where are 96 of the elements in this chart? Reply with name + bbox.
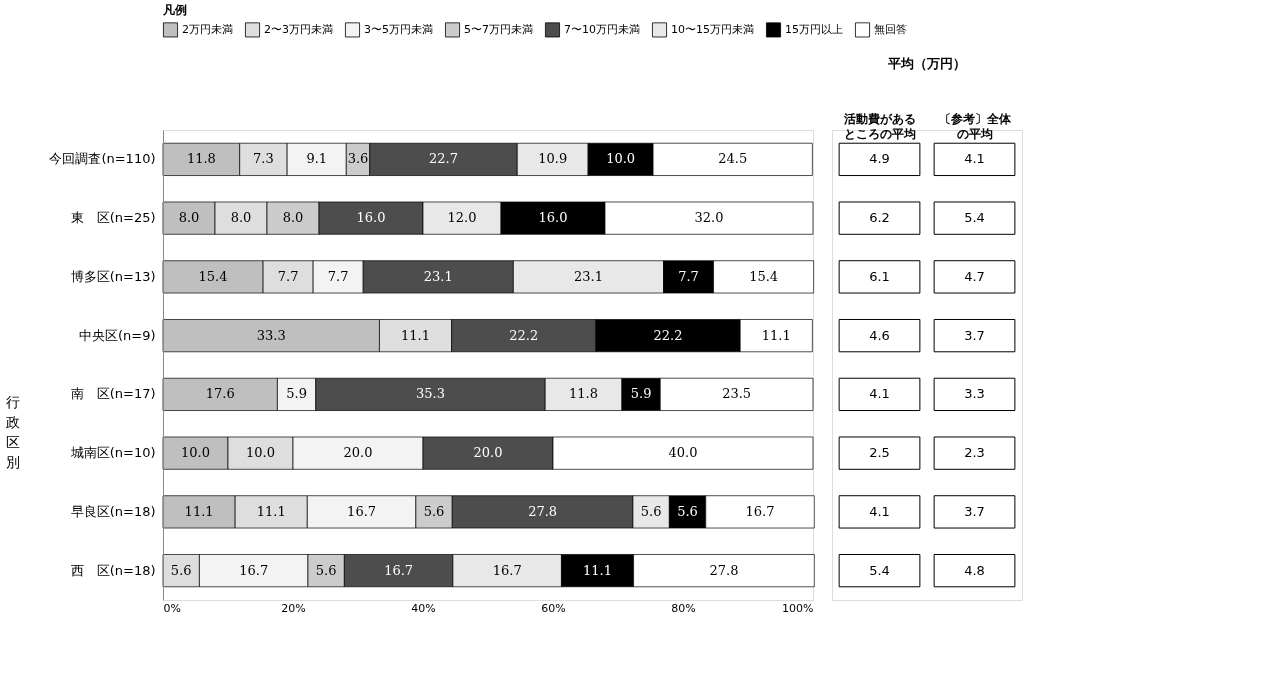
text: 4.6 [869, 327, 890, 343]
text: 活動費があるところの平均 [842, 112, 916, 141]
y-tick-label: 南 区(n=17) [70, 386, 156, 402]
y-tick-label: 西 区(n=18) [70, 562, 156, 578]
data-label: 11.1 [583, 562, 612, 578]
legend-label: 7〜10万円未満 [564, 22, 640, 36]
data-label: 24.5 [718, 151, 748, 167]
data-label: 10.0 [606, 151, 636, 167]
text: 5.4 [869, 562, 890, 578]
y-tick-label: 中央区(n=9) [78, 327, 156, 343]
data-label: 8.0 [282, 210, 304, 226]
data-label: 5.6 [640, 503, 662, 519]
x-tick-label: 0% [163, 601, 181, 615]
data-label: 35.3 [416, 386, 445, 402]
data-label: 22.2 [653, 327, 683, 343]
data-label: 8.0 [178, 210, 200, 226]
text: 4.9 [869, 151, 890, 167]
text: 4.1 [869, 503, 890, 519]
text: 4.7 [964, 268, 985, 284]
data-label: 32.0 [694, 210, 724, 226]
data-label: 23.1 [573, 268, 603, 284]
text: 3.7 [964, 503, 985, 519]
text: 〔参考〕全体の平均 [938, 112, 1012, 141]
data-label: 16.7 [492, 562, 522, 578]
y-tick-label: 博多区(n=13) [70, 268, 156, 284]
data-label: 16.0 [356, 210, 386, 226]
data-label: 16.7 [239, 562, 269, 578]
data-label: 3.6 [347, 151, 369, 167]
data-label: 11.8 [186, 151, 216, 167]
data-label: 11.1 [184, 503, 214, 519]
text: 平均（万円） [887, 56, 966, 71]
data-label: 10.9 [538, 151, 568, 167]
data-label: 5.6 [677, 503, 698, 519]
y-tick-label: 城南区(n=10) [69, 445, 156, 461]
x-tick-label: 40% [411, 601, 436, 615]
data-label: 15.4 [749, 268, 779, 284]
data-label: 11.1 [761, 327, 791, 343]
data-label: 23.1 [423, 268, 453, 284]
data-label: 11.1 [256, 503, 286, 519]
data-label: 22.2 [509, 327, 539, 343]
data-label: 10.0 [181, 445, 210, 461]
text: 3.3 [964, 386, 985, 402]
legend-title: 凡例 [162, 3, 187, 17]
legend-label: 3〜5万円未満 [364, 22, 433, 36]
data-label: 20.0 [343, 445, 373, 461]
text: 3.7 [964, 327, 985, 343]
data-label: 7.7 [678, 268, 699, 284]
legend-label: 5〜7万円未満 [464, 22, 533, 36]
data-label: 40.0 [668, 445, 698, 461]
data-label: 9.1 [306, 151, 328, 167]
x-tick-label: 60% [541, 601, 566, 615]
text: 4.1 [964, 151, 985, 167]
text: 2.5 [869, 445, 890, 461]
x-tick-label: 80% [671, 601, 696, 615]
text: 6.1 [869, 268, 890, 284]
data-label: 16.7 [347, 503, 377, 519]
legend-label: 2万円未満 [182, 22, 233, 36]
data-label: 11.1 [401, 327, 430, 343]
y-tick-label: 東 区(n=25) [70, 210, 156, 226]
data-label: 27.8 [709, 562, 739, 578]
text: 4.8 [964, 562, 985, 578]
x-tick-label: 100% [782, 601, 814, 615]
data-label: 16.0 [538, 210, 568, 226]
legend-label: 15万円以上 [785, 22, 843, 36]
text: 6.2 [869, 210, 890, 226]
text: 行政区別 [6, 393, 20, 470]
y-tick-label: 早良区(n=18) [70, 503, 156, 519]
legend-label: 10〜15万円未満 [671, 22, 754, 36]
data-label: 7.3 [253, 151, 274, 167]
data-label: 5.9 [286, 386, 307, 402]
data-label: 7.7 [327, 268, 349, 284]
data-label: 27.8 [528, 503, 558, 519]
y-tick-label: 今回調査(n=110) [49, 151, 156, 167]
legend-label: 無回答 [874, 22, 907, 36]
data-label: 7.7 [277, 268, 299, 284]
data-label: 15.4 [198, 268, 228, 284]
text: 2.3 [964, 445, 985, 461]
data-label: 11.8 [569, 386, 599, 402]
data-label: 5.9 [630, 386, 652, 402]
data-label: 22.7 [429, 151, 458, 167]
data-label: 5.6 [315, 562, 337, 578]
data-label: 8.0 [230, 210, 252, 226]
data-label: 12.0 [447, 210, 477, 226]
text: 5.4 [964, 210, 985, 226]
data-label: 17.6 [205, 386, 235, 402]
data-label: 5.6 [423, 503, 445, 519]
data-label: 16.7 [745, 503, 775, 519]
data-label: 5.6 [170, 562, 192, 578]
data-label: 10.0 [246, 445, 275, 461]
data-label: 16.7 [384, 562, 414, 578]
text: 4.1 [869, 386, 890, 402]
legend-label: 2〜3万円未満 [264, 22, 333, 36]
data-label: 33.3 [256, 327, 286, 343]
x-tick-label: 20% [281, 601, 306, 615]
data-label: 20.0 [473, 445, 503, 461]
data-label: 23.5 [722, 386, 752, 402]
